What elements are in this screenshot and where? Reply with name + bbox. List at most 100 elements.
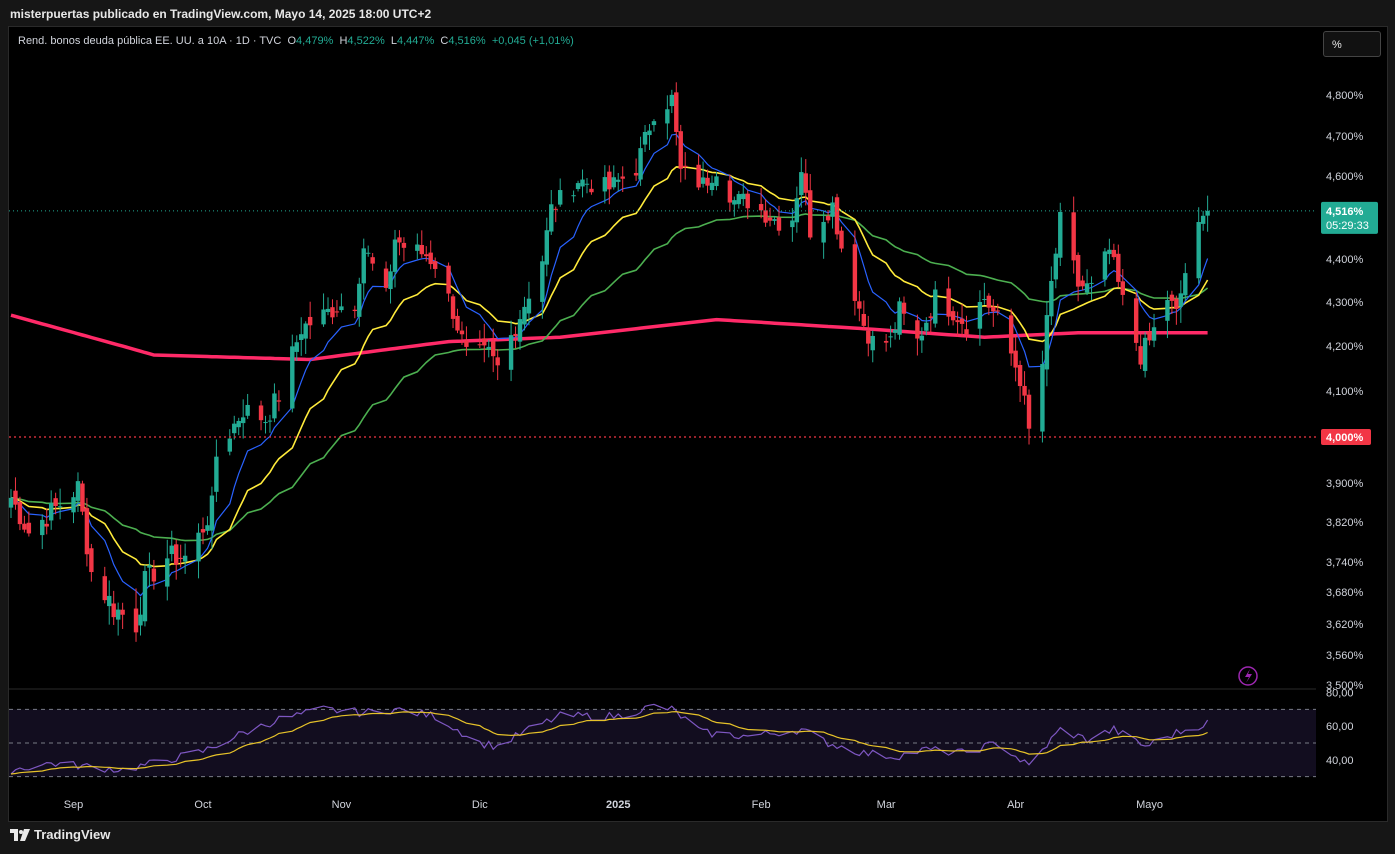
candle[interactable] (915, 314, 920, 356)
candle[interactable] (1080, 275, 1085, 291)
candle[interactable] (272, 383, 277, 423)
candle[interactable] (683, 152, 688, 180)
candle[interactable] (727, 174, 733, 212)
candle[interactable] (482, 323, 487, 363)
candle[interactable] (638, 136, 643, 186)
candle[interactable] (825, 210, 831, 224)
candle[interactable] (741, 183, 746, 206)
candle[interactable] (1183, 263, 1188, 301)
candle[interactable] (477, 330, 483, 349)
candle[interactable] (142, 564, 148, 627)
candle[interactable] (383, 261, 389, 292)
candle[interactable] (1089, 276, 1094, 301)
candle[interactable] (13, 477, 18, 510)
candle[interactable] (53, 492, 58, 515)
tradingview-logo[interactable]: TradingView (10, 827, 110, 842)
candle[interactable] (84, 497, 90, 567)
candle[interactable] (870, 330, 875, 363)
candle[interactable] (388, 264, 393, 304)
candle[interactable] (633, 158, 639, 181)
candle[interactable] (1026, 389, 1032, 445)
candle[interactable] (48, 490, 54, 530)
candle[interactable] (401, 237, 407, 262)
candle[interactable] (901, 296, 907, 326)
candle[interactable] (950, 306, 956, 326)
candle[interactable] (138, 597, 143, 636)
candle[interactable] (557, 178, 563, 207)
candle[interactable] (17, 496, 23, 531)
candle[interactable] (1200, 210, 1206, 231)
candle[interactable] (325, 297, 331, 316)
candle[interactable] (352, 305, 358, 319)
candle[interactable] (147, 552, 152, 588)
candle[interactable] (651, 119, 657, 132)
candle[interactable] (169, 530, 174, 562)
candle[interactable] (232, 415, 237, 440)
candle[interactable] (584, 177, 590, 194)
candle[interactable] (1053, 247, 1059, 289)
candle[interactable] (674, 82, 679, 146)
candle[interactable] (549, 189, 554, 235)
candle[interactable] (182, 543, 188, 574)
candle[interactable] (897, 297, 902, 340)
candle[interactable] (464, 326, 469, 356)
candle[interactable] (1008, 308, 1014, 366)
candle[interactable] (732, 196, 737, 217)
candle[interactable] (1151, 313, 1157, 348)
candle[interactable] (959, 304, 965, 337)
candle[interactable] (294, 335, 299, 361)
candle[interactable] (665, 95, 670, 140)
candle[interactable] (830, 196, 835, 229)
candle[interactable] (1178, 280, 1184, 323)
candle[interactable] (526, 281, 532, 326)
candle[interactable] (669, 89, 675, 114)
candle[interactable] (513, 326, 518, 349)
candle[interactable] (491, 328, 496, 373)
candle[interactable] (620, 166, 625, 192)
candle[interactable] (245, 393, 250, 419)
candle[interactable] (933, 281, 938, 328)
candle[interactable] (415, 233, 420, 260)
candle[interactable] (115, 602, 121, 636)
candle[interactable] (196, 523, 201, 579)
candle[interactable] (267, 414, 273, 433)
candle[interactable] (1169, 290, 1175, 315)
candle[interactable] (1196, 207, 1201, 284)
candle[interactable] (432, 257, 438, 278)
candle[interactable] (1116, 244, 1121, 288)
candle[interactable] (647, 124, 652, 150)
candle[interactable] (419, 230, 424, 258)
candle[interactable] (1205, 195, 1210, 232)
candle[interactable] (553, 206, 558, 223)
candle[interactable] (22, 515, 27, 533)
candle[interactable] (330, 299, 335, 325)
candle[interactable] (75, 472, 81, 512)
candle[interactable] (571, 190, 576, 203)
candle[interactable] (1142, 332, 1148, 378)
candle[interactable] (861, 300, 867, 331)
candle[interactable] (361, 238, 366, 300)
candle[interactable] (616, 173, 621, 192)
candle[interactable] (1058, 202, 1063, 266)
candle[interactable] (227, 429, 232, 456)
candle[interactable] (205, 516, 210, 535)
candle[interactable] (334, 300, 340, 317)
candle[interactable] (924, 317, 929, 336)
candle[interactable] (607, 165, 612, 205)
candle[interactable] (486, 340, 491, 358)
candle[interactable] (1147, 322, 1152, 346)
candle[interactable] (700, 161, 706, 188)
candle[interactable] (1111, 243, 1117, 260)
candle[interactable] (133, 588, 139, 642)
candle[interactable] (321, 293, 326, 327)
candle[interactable] (303, 321, 308, 354)
candle[interactable] (767, 207, 773, 227)
candle[interactable] (165, 539, 170, 601)
candle[interactable] (946, 276, 951, 326)
ema-mid-line[interactable] (10, 166, 1209, 568)
candle[interactable] (200, 517, 206, 545)
candle[interactable] (763, 199, 768, 227)
candle[interactable] (772, 216, 777, 225)
symbol-legend[interactable]: Rend. bonos deuda pública EE. UU. a 10A … (18, 35, 574, 47)
